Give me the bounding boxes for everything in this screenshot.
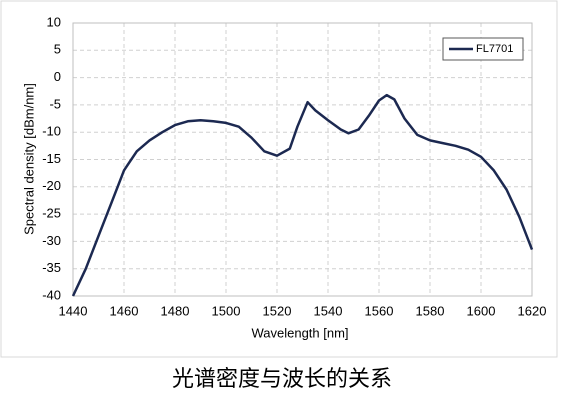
data-line [71,93,534,297]
y-tick-label: -20 [42,178,61,193]
caption: 光谱密度与波长的关系 [172,367,392,392]
y-tick-label: -30 [42,233,61,248]
x-tick-label: 1560 [365,303,394,318]
y-tick-label: -15 [42,151,61,166]
y-tick-label: -25 [42,206,61,221]
x-tick-label: 1500 [212,303,241,318]
x-tick-label: 1520 [263,303,292,318]
plot-area: -40 -35 -30 -25 -20 -15 -10 -5 0 5 10 1440 1460 1480 1… [42,14,546,318]
x-tick-label: 1620 [518,303,547,318]
y-axis-label: Spectral density [dBm/nm] [21,83,36,235]
x-tick-label: 1480 [161,303,190,318]
plot-border [72,22,533,297]
x-tick-label: 1540 [314,303,343,318]
x-tick-label: 1600 [467,303,496,318]
y-tick-label: 5 [54,42,61,57]
y-tick-label: -35 [42,260,61,275]
legend-label: FL7701 [476,43,513,55]
x-axis-label: Wavelength [nm] [251,325,348,340]
x-tick-label: 1580 [416,303,445,318]
y-tick-label: -5 [49,96,61,111]
y-tick-label: -10 [42,124,61,139]
y-tick-label: 0 [54,69,61,84]
legend-box [442,37,524,61]
x-tick-label: 1460 [110,303,139,318]
y-tick-label: -40 [42,287,61,302]
x-tick-label: 1440 [59,303,88,318]
y-tick-label: 10 [47,14,61,29]
